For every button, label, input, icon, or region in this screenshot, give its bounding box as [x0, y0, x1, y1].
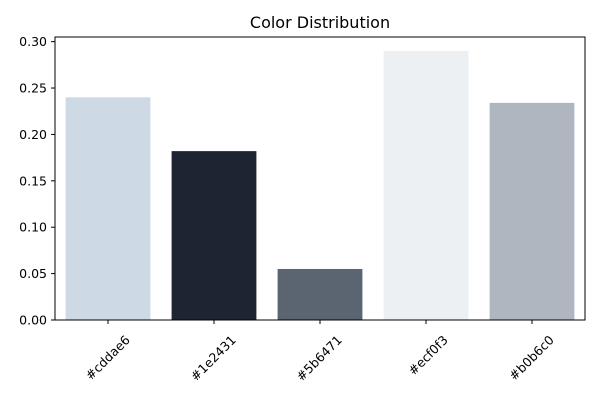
chart-title: Color Distribution: [250, 13, 390, 32]
y-tick-label: 0.00: [19, 313, 47, 328]
y-tick-label: 0.15: [19, 173, 47, 188]
x-axis: #cddae6 #1e2431 #5b6471 #ecf0f3 #b0b6c0: [82, 320, 557, 384]
y-tick-label: 0.05: [19, 266, 47, 281]
y-tick-label: 0.25: [19, 81, 47, 96]
y-tick-label: 0.10: [19, 220, 47, 235]
bar-b0b6c0: [489, 102, 575, 320]
x-tick-label: #5b6471: [293, 332, 345, 384]
bar-ecf0f3: [383, 50, 469, 321]
x-tick-label: #1e2431: [187, 332, 239, 384]
x-tick-label: #b0b6c0: [506, 332, 557, 383]
x-tick-label: #cddae6: [82, 332, 133, 383]
x-tick-label: #ecf0f3: [405, 332, 451, 378]
bar-1e2431: [171, 151, 257, 320]
y-tick-label: 0.30: [19, 34, 47, 49]
plot-frame: [54, 36, 586, 321]
bars-group: [65, 50, 575, 321]
y-axis: 0.00 0.05 0.10 0.15 0.20 0.25 0.30: [19, 34, 55, 328]
bar-5b6471: [277, 268, 363, 320]
bar-cddae6: [65, 97, 151, 320]
y-tick-label: 0.20: [19, 127, 47, 142]
